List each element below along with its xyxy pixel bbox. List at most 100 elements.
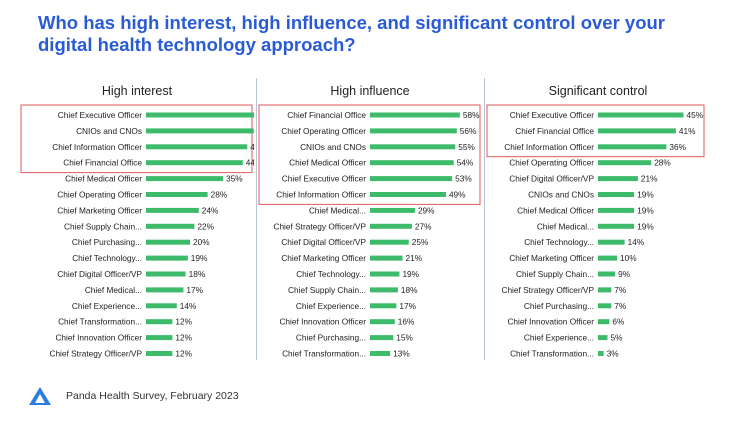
bar	[370, 144, 456, 150]
category-label: Chief Transformation...	[510, 349, 594, 359]
value-label: 41%	[679, 126, 696, 136]
value-label: 49%	[449, 190, 466, 200]
category-label: Chief Digital Officer/VP	[509, 174, 594, 184]
value-label: 7%	[614, 301, 627, 311]
value-label: 17%	[399, 301, 416, 311]
value-label: 20%	[193, 237, 210, 247]
bar	[598, 271, 616, 277]
category-label: Chief Marketing Officer	[281, 253, 366, 263]
value-label: 53%	[455, 174, 472, 184]
value-label: 12%	[175, 349, 192, 359]
category-label: Chief Technology...	[524, 237, 594, 247]
bar	[598, 144, 667, 150]
chart-high-influence: High influence Chief Financial Office 58% C…	[258, 84, 481, 359]
category-label: Chief Supply Chain...	[516, 269, 594, 279]
bar	[598, 112, 684, 118]
panda-logo-icon	[29, 387, 51, 405]
category-label: Chief Information Officer	[52, 142, 142, 152]
value-label: 9%	[618, 269, 631, 279]
value-label: 45%	[687, 110, 704, 120]
value-label: 28%	[211, 190, 228, 200]
bar	[370, 303, 397, 309]
title-line-1: Who has high interest, high influence, a…	[38, 12, 665, 33]
value-label: 14%	[180, 301, 197, 311]
category-label: CNIOs and CNOs	[300, 142, 366, 152]
value-label: 17%	[186, 285, 203, 295]
title-line-2: digital health technology approach?	[38, 34, 356, 55]
value-label: 21%	[641, 174, 658, 184]
bar	[598, 255, 617, 261]
bar	[146, 351, 173, 356]
category-label: CNIOs and CNOs	[76, 126, 142, 136]
category-label: Chief Strategy Officer/VP	[49, 349, 142, 359]
value-label: 12%	[175, 317, 192, 327]
value-label: 12%	[175, 333, 192, 343]
source-note: Panda Health Survey, February 2023	[66, 390, 239, 402]
value-label: 18%	[401, 285, 418, 295]
panel-divider-2	[484, 78, 485, 360]
bar	[598, 239, 625, 245]
value-label: 15%	[396, 333, 413, 343]
value-label: 7%	[614, 285, 627, 295]
category-label: Chief Operating Officer	[57, 190, 142, 200]
value-label: 16%	[398, 317, 415, 327]
value-label: 55%	[458, 142, 475, 152]
value-label: 5%	[611, 333, 624, 343]
value-label: 19%	[637, 190, 654, 200]
value-label: 6%	[612, 317, 625, 327]
footer: Panda Health Survey, February 2023	[28, 386, 239, 406]
value-label: 19%	[191, 253, 208, 263]
bar	[598, 319, 610, 325]
category-label: Chief Executive Officer	[58, 110, 142, 120]
bar	[146, 303, 177, 309]
category-label: Chief Information Officer	[504, 142, 594, 152]
category-label: Chief Medical...	[85, 285, 142, 295]
category-label: Chief Marketing Officer	[509, 253, 594, 263]
category-label: Chief Innovation Officer	[55, 333, 142, 343]
bar	[146, 319, 173, 325]
bar	[146, 112, 254, 118]
bar	[146, 128, 254, 134]
highlight-box	[20, 104, 253, 174]
category-label: Chief Strategy Officer/VP	[273, 221, 366, 231]
category-label: Chief Technology...	[72, 253, 142, 263]
panel-high-influence: High influence Chief Financial Office 58% C…	[258, 80, 482, 370]
category-label: Chief Transformation...	[282, 349, 366, 359]
category-label: Chief Purchasing...	[72, 237, 142, 247]
chart-significant-control: Significant control Chief Executive Offic…	[486, 84, 705, 359]
value-label: 58%	[463, 110, 480, 120]
bar	[146, 176, 223, 182]
category-label: Chief Medical Officer	[517, 205, 594, 215]
bar	[146, 207, 199, 213]
category-label: Chief Supply Chain...	[288, 285, 366, 295]
value-label: 46%	[250, 142, 254, 152]
bar	[598, 160, 652, 166]
bar	[598, 176, 638, 182]
bar	[146, 239, 190, 245]
bar	[370, 176, 453, 182]
value-label: 36%	[669, 142, 686, 152]
bar	[146, 287, 184, 293]
panel-title: High interest	[102, 84, 173, 98]
category-label: Chief Experience...	[296, 301, 366, 311]
value-label: 29%	[418, 205, 435, 215]
panel-divider-1	[256, 78, 257, 360]
category-label: Chief Operating Officer	[281, 126, 366, 136]
category-label: Chief Purchasing...	[296, 333, 366, 343]
bar	[598, 207, 635, 213]
category-label: Chief Medical Officer	[65, 174, 142, 184]
category-label: Chief Medical...	[309, 205, 366, 215]
bar	[370, 128, 457, 134]
bar	[598, 128, 676, 134]
bar	[146, 223, 195, 229]
category-label: Chief Innovation Officer	[507, 317, 594, 327]
bar	[598, 303, 612, 309]
value-label: 14%	[628, 237, 645, 247]
panel-title: Significant control	[549, 84, 648, 98]
bar	[370, 160, 454, 166]
value-label: 19%	[402, 269, 419, 279]
category-label: Chief Strategy Officer/VP	[501, 285, 594, 295]
category-label: Chief Experience...	[72, 301, 142, 311]
category-label: Chief Information Officer	[276, 190, 366, 200]
value-label: 3%	[607, 349, 620, 359]
